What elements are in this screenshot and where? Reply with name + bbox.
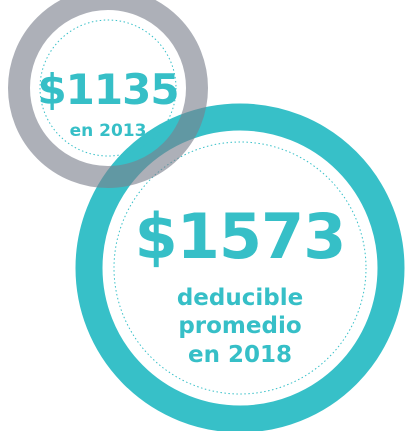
caption-2013: en 2013 (70, 121, 147, 141)
caption-2018: promedio (178, 313, 301, 339)
teal-ring (75, 103, 405, 431)
amount-2018: $1573 (135, 200, 346, 273)
caption-2018: en 2018 (188, 342, 292, 368)
gray-dotted-circle (39, 19, 177, 157)
teal-dotted-circle (113, 141, 367, 395)
caption-2018: deducible (177, 285, 303, 311)
gray-ring (8, 0, 208, 188)
amount-2013: $1135 (37, 65, 178, 114)
